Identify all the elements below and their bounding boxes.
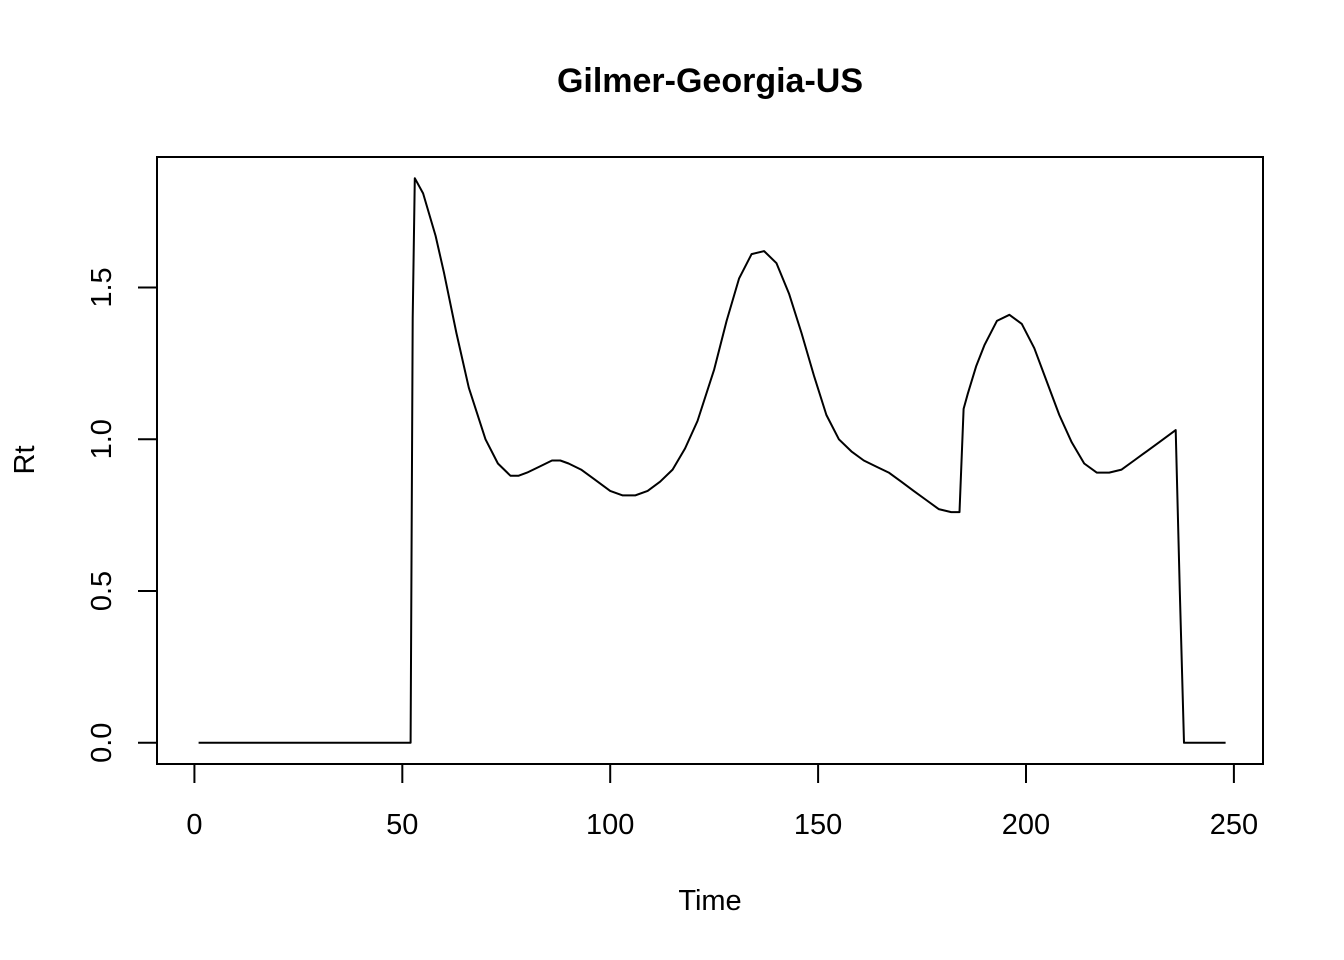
x-tick-label: 250 [1210,809,1258,841]
y-tick-label: 1.5 [86,267,118,307]
x-axis-label: Time [678,885,741,917]
rt-series-line [198,177,1226,744]
x-tick-label: 150 [794,809,842,841]
y-tick-label: 0.5 [86,571,118,611]
x-tick-label: 50 [386,809,418,841]
y-tick-label: 0.0 [86,723,118,763]
y-tick-label: 1.0 [86,419,118,459]
y-axis-label: Rt [9,446,41,475]
chart-title: Gilmer-Georgia-US [557,62,863,100]
x-axis: 0 50 100 150 200 250 [186,763,1258,841]
y-axis: 0.0 0.5 1.0 1.5 [86,267,158,763]
plot-frame [156,156,1264,765]
x-tick-label: 100 [586,809,634,841]
x-tick-label: 200 [1002,809,1050,841]
x-tick-label: 0 [186,809,202,841]
